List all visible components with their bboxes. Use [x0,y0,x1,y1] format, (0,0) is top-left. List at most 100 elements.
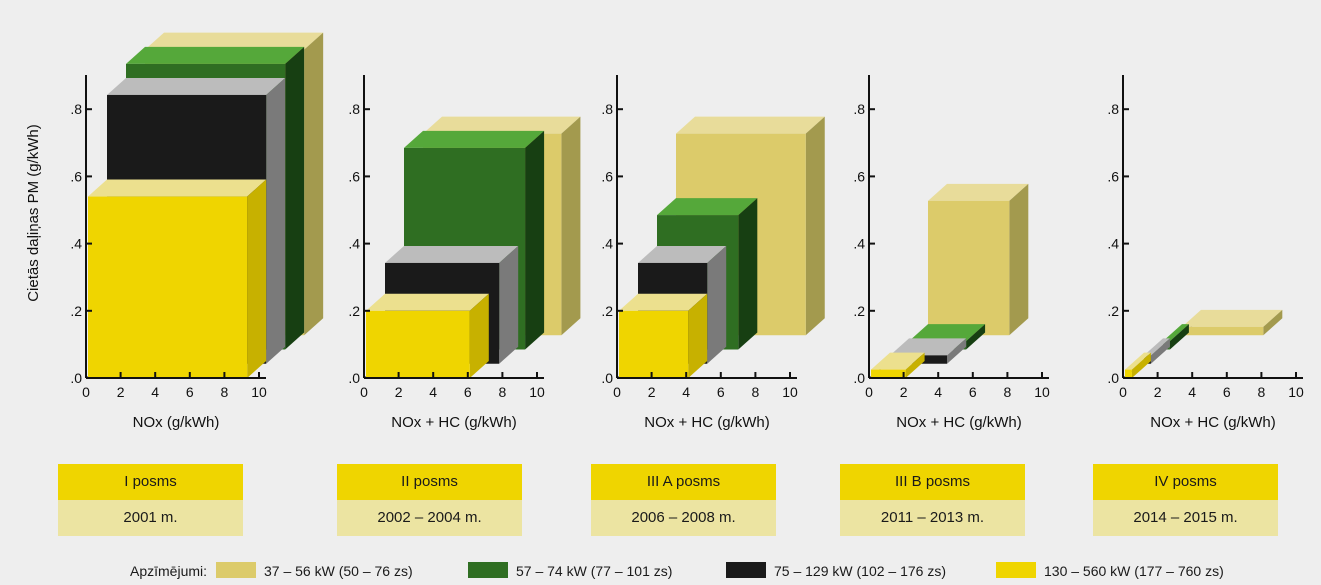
x-tick-label: 2 [1154,384,1162,400]
y-tick-label: .2 [601,303,613,319]
legend-swatch [726,562,766,578]
bar-130-560 [619,310,689,378]
bar-top-37-56 [928,183,1029,201]
x-tick-label: 8 [1258,384,1266,400]
x-tick-label: 10 [251,384,267,400]
bar-top-57-74 [404,130,545,148]
bar-top-75-129 [107,77,286,95]
bar-side-75-129 [707,245,727,364]
legend-swatch [996,562,1036,578]
bar-top-37-56 [145,32,324,50]
bar-top-37-56 [423,116,581,134]
y-tick-label: .8 [853,101,865,117]
y-tick-label: .4 [1107,236,1119,252]
bar-side-130-560 [905,352,925,378]
bar-side-37-56 [1263,309,1283,336]
y-tick-label: .6 [348,168,360,184]
stage-name: IV posms [1093,464,1278,500]
y-tick-label: .0 [601,370,613,386]
x-tick-label: 6 [1223,384,1231,400]
bar-130-560 [366,310,470,378]
bar-37-56 [1182,326,1264,336]
x-tick-label: 4 [1188,384,1196,400]
y-tick-label: .4 [853,236,865,252]
stage-label-5: IV posms 2014 – 2015 m. [1093,464,1278,536]
bar-side-75-129 [266,77,286,364]
y-tick-label: .6 [853,168,865,184]
x-tick-label: 2 [648,384,656,400]
bar-top-57-74 [126,46,305,64]
stage-label-2: II posms 2002 – 2004 m. [337,464,522,536]
x-tick-label: 4 [682,384,690,400]
x-tick-label: 0 [82,384,90,400]
bar-side-75-129 [499,245,519,364]
stage-years: 2001 m. [58,500,243,536]
x-tick-label: 8 [221,384,229,400]
x-tick-label: 2 [395,384,403,400]
bar-side-130-560 [469,293,489,378]
x-tick-label: 8 [1004,384,1012,400]
bar-side-37-56 [1009,183,1029,336]
y-tick-label: .0 [70,370,82,386]
x-tick-label: 0 [360,384,368,400]
bar-top-130-560 [366,293,489,311]
y-tick-label: .6 [1107,168,1119,184]
x-tick-label: 0 [865,384,873,400]
x-tick-label: 10 [782,384,798,400]
x-axis-label: NOx + HC (g/kWh) [391,414,516,431]
y-tick-label: .0 [1107,370,1119,386]
y-tick-label: .6 [601,168,613,184]
bar-top-37-56 [1182,309,1283,327]
bar-side-57-74 [525,130,545,350]
y-tick-label: .2 [853,303,865,319]
x-tick-label: 4 [151,384,159,400]
bar-side-57-74 [966,324,986,350]
x-tick-label: 6 [464,384,472,400]
x-tick-label: 4 [429,384,437,400]
bar-130-560 [1125,369,1132,378]
y-tick-label: .4 [601,236,613,252]
x-tick-label: 0 [1119,384,1127,400]
y-tick-label: .8 [70,101,82,117]
stage-label-1: I posms 2001 m. [58,464,243,536]
x-axis-label: NOx + HC (g/kWh) [1150,414,1275,431]
y-tick-label: .0 [348,370,360,386]
legend-label: 37 – 56 kW (50 – 76 zs) [264,563,413,579]
legend-label: 130 – 560 kW (177 – 760 zs) [1044,563,1224,579]
x-tick-label: 6 [717,384,725,400]
x-tick-label: 4 [934,384,942,400]
bar-side-130-560 [688,293,708,378]
legend-label: 75 – 129 kW (102 – 176 zs) [774,563,946,579]
bar-top-75-129 [1144,338,1170,356]
bar-side-57-74 [1169,324,1189,350]
stage-label-4: III B posms 2011 – 2013 m. [840,464,1025,536]
legend-label: 57 – 74 kW (77 – 101 zs) [516,563,673,579]
y-tick-label: .8 [348,101,360,117]
y-tick-label: .4 [348,236,360,252]
bar-side-37-56 [561,116,581,336]
bar-top-57-74 [1163,324,1189,342]
bar-top-75-129 [638,245,727,263]
bar-top-130-560 [88,179,267,197]
x-tick-label: 8 [499,384,507,400]
y-tick-label: .6 [70,168,82,184]
y-tick-label: .2 [1107,303,1119,319]
bar-130-560 [871,369,906,378]
x-axis-label: NOx + HC (g/kWh) [896,414,1021,431]
x-axis-label: NOx + HC (g/kWh) [644,414,769,431]
x-tick-label: 10 [1288,384,1304,400]
bar-top-57-74 [909,324,986,342]
y-tick-label: .2 [70,303,82,319]
bar-top-130-560 [871,352,925,370]
legend: Apzīmējumi: 37 – 56 kW (50 – 76 zs) 57 –… [0,560,1321,582]
stage-years: 2006 – 2008 m. [591,500,776,536]
stage-years: 2014 – 2015 m. [1093,500,1278,536]
stage-name: II posms [337,464,522,500]
bar-top-75-129 [890,338,967,356]
bar-side-37-56 [304,32,324,336]
bar-side-37-56 [805,116,825,336]
bar-top-130-560 [619,293,708,311]
x-tick-label: 8 [752,384,760,400]
stage-name: I posms [58,464,243,500]
